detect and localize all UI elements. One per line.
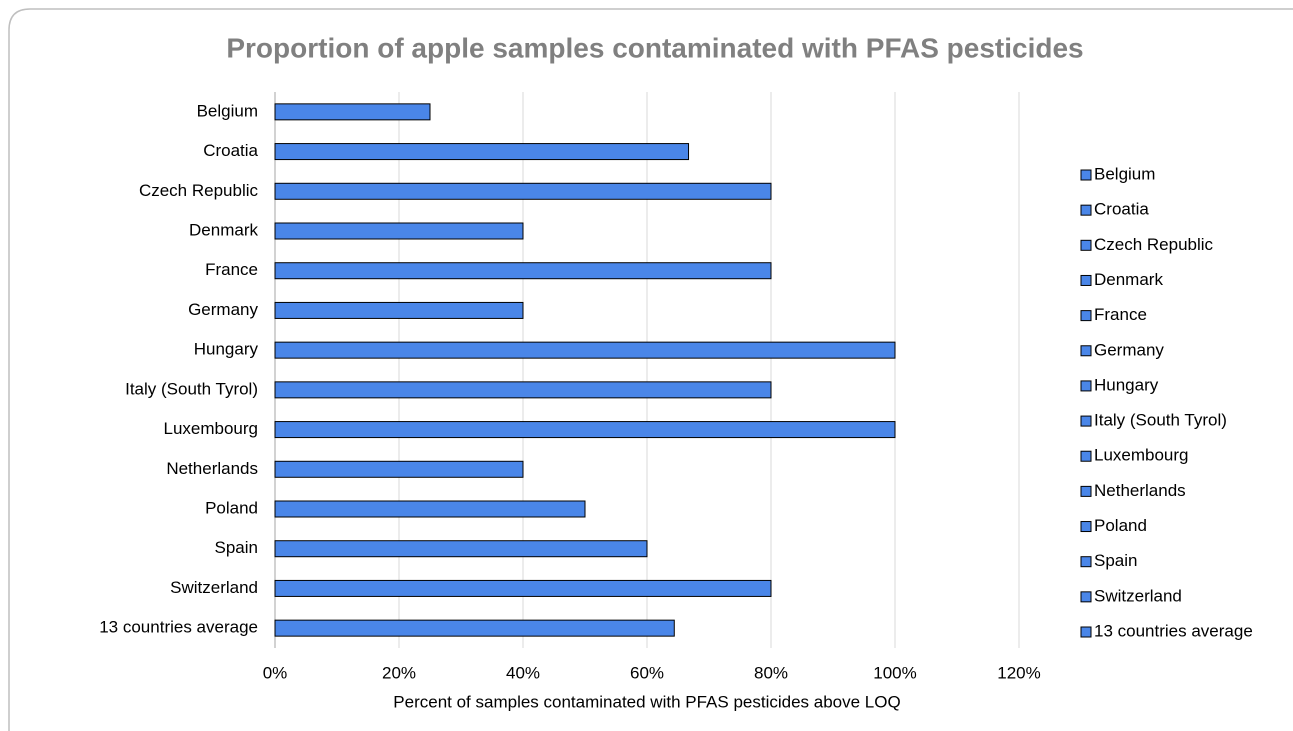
y-tick-label: Italy (South Tyrol) <box>125 379 258 398</box>
bar <box>274 500 586 518</box>
bar <box>274 143 690 161</box>
y-tick-label: 13 countries average <box>99 618 258 637</box>
bar <box>274 222 524 240</box>
legend-swatch <box>1080 521 1092 533</box>
bar <box>274 540 648 558</box>
y-tick-label: Germany <box>188 300 258 319</box>
y-tick-label: Croatia <box>203 141 258 160</box>
chart-title: Proportion of apple samples contaminated… <box>226 32 1083 63</box>
bar <box>274 381 772 399</box>
bar <box>274 301 524 319</box>
y-tick-label: Denmark <box>189 220 258 239</box>
legend-label: Hungary <box>1094 375 1159 394</box>
legend-swatch <box>1080 274 1092 286</box>
legend-label: Netherlands <box>1094 481 1186 500</box>
y-tick-label: Spain <box>215 538 258 557</box>
x-tick-label: 40% <box>506 663 540 682</box>
x-tick-label: 100% <box>873 663 916 682</box>
legend-label: Switzerland <box>1094 586 1182 605</box>
bar <box>274 460 524 478</box>
legend-swatch <box>1080 345 1092 357</box>
y-tick-label: Belgium <box>197 101 258 120</box>
legend-label: Italy (South Tyrol) <box>1094 411 1227 430</box>
legend-swatch <box>1080 556 1092 568</box>
bar <box>274 262 772 280</box>
legend-label: Croatia <box>1094 200 1149 219</box>
legend-swatch <box>1080 591 1092 603</box>
bar <box>274 619 675 637</box>
legend-label: Spain <box>1094 551 1137 570</box>
x-axis-label: Percent of samples contaminated with PFA… <box>393 692 900 711</box>
x-tick-label: 20% <box>382 663 416 682</box>
legend-label: Luxembourg <box>1094 446 1189 465</box>
bar <box>274 579 772 597</box>
x-tick-label: 0% <box>263 663 288 682</box>
legend-label: France <box>1094 305 1147 324</box>
legend-label: Czech Republic <box>1094 235 1214 254</box>
bar <box>274 341 896 359</box>
y-tick-label: Czech Republic <box>139 181 259 200</box>
legend-label: Belgium <box>1094 164 1155 183</box>
legend-swatch <box>1080 310 1092 322</box>
legend-label: Poland <box>1094 516 1147 535</box>
x-tick-label: 120% <box>997 663 1040 682</box>
bar <box>274 182 772 200</box>
bar <box>274 103 431 121</box>
legend-label: 13 countries average <box>1094 621 1253 640</box>
legend-swatch <box>1080 450 1092 462</box>
legend-swatch <box>1080 380 1092 392</box>
legend-swatch <box>1080 239 1092 251</box>
bar <box>274 421 896 439</box>
y-tick-label: Switzerland <box>170 578 258 597</box>
x-tick-label: 60% <box>630 663 664 682</box>
legend-swatch <box>1080 626 1092 638</box>
legend-swatch <box>1080 204 1092 216</box>
legend-swatch <box>1080 169 1092 181</box>
legend-swatch <box>1080 485 1092 497</box>
y-tick-label: Netherlands <box>166 459 258 478</box>
y-tick-label: Luxembourg <box>163 419 258 438</box>
frame <box>8 8 1293 731</box>
legend-label: Denmark <box>1094 270 1163 289</box>
legend-label: Germany <box>1094 340 1164 359</box>
x-tick-label: 80% <box>754 663 788 682</box>
y-tick-label: France <box>205 260 258 279</box>
y-tick-label: Hungary <box>194 340 259 359</box>
legend-swatch <box>1080 415 1092 427</box>
y-tick-label: Poland <box>205 498 258 517</box>
